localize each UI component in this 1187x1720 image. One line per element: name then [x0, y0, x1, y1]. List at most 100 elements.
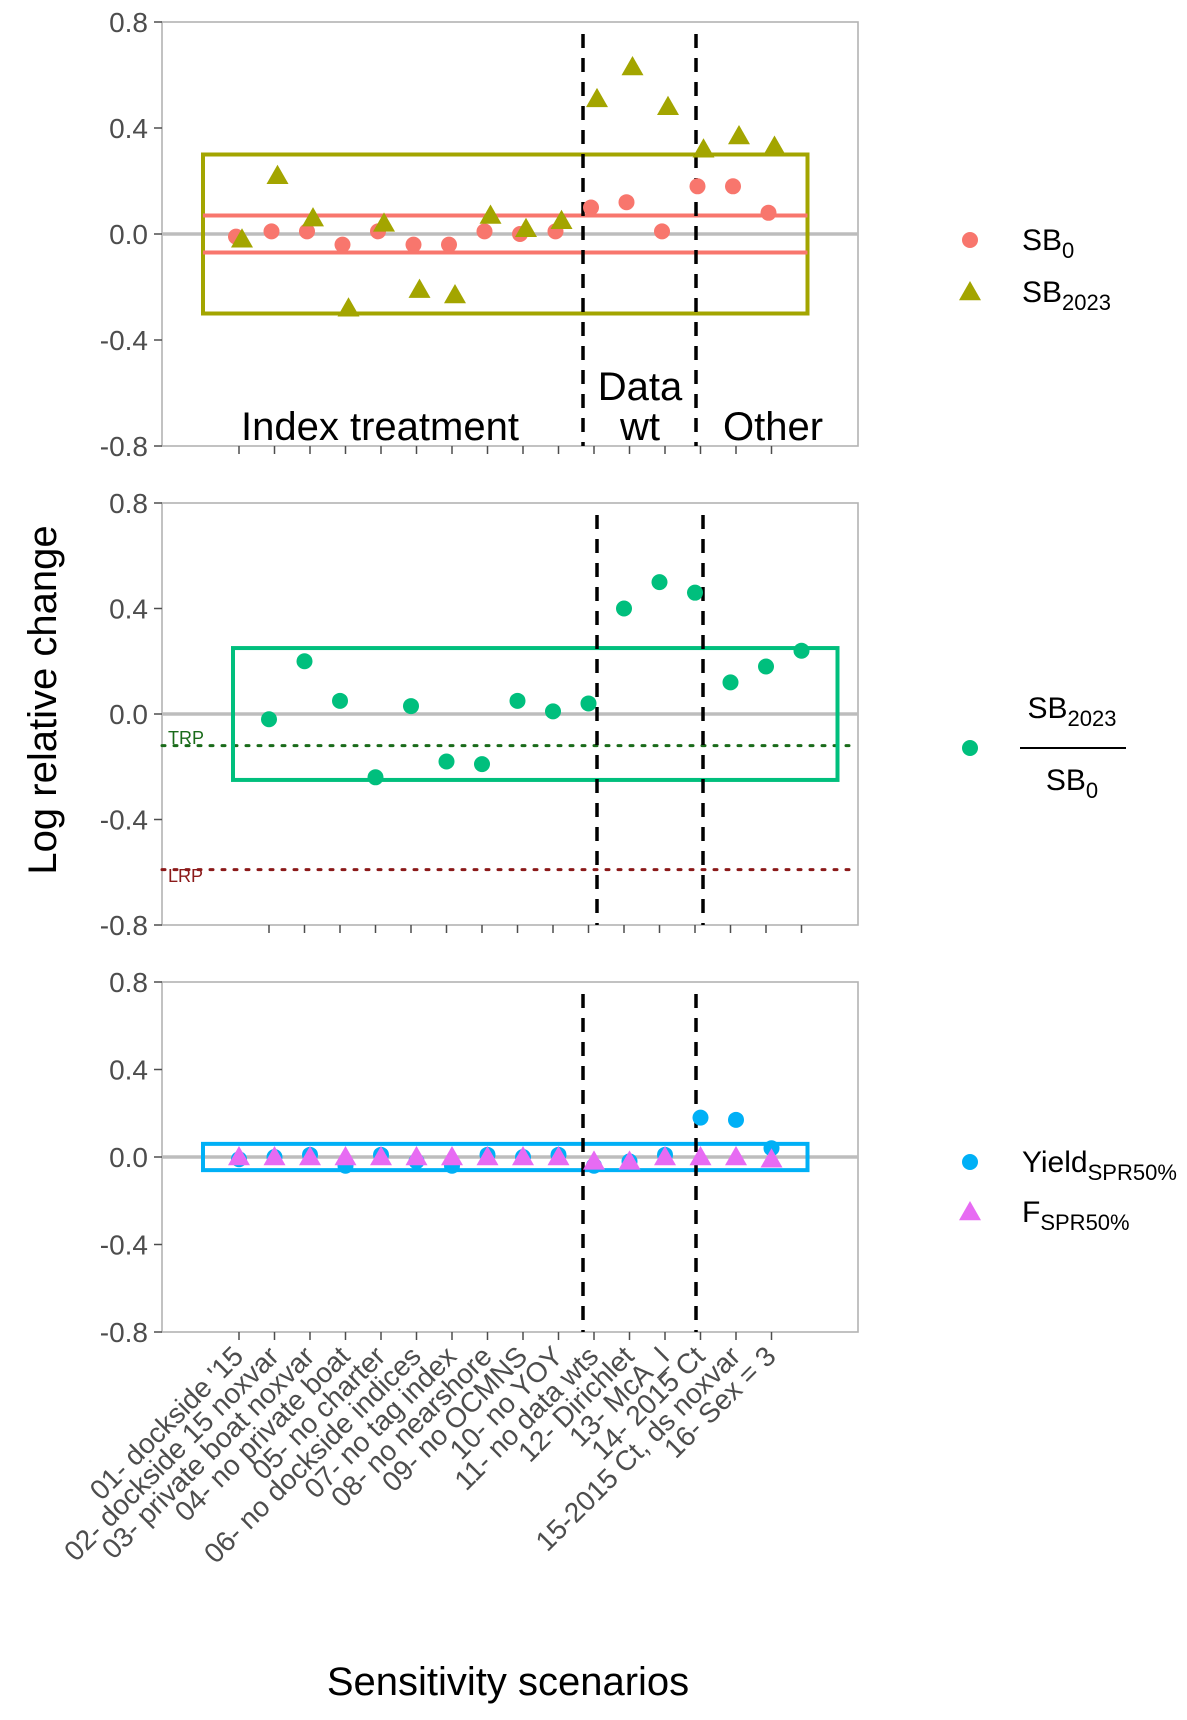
- point: [547, 1146, 570, 1166]
- y-tick-label: 0.4: [109, 113, 148, 144]
- point: [263, 223, 280, 240]
- legend-label: YieldSPR50%: [1022, 1146, 1177, 1185]
- point: [444, 283, 466, 304]
- region-label-index: Index treatment: [241, 405, 519, 449]
- range-box: [201, 152, 810, 316]
- point: [618, 194, 635, 211]
- point: [261, 711, 277, 728]
- point: [621, 56, 644, 76]
- series-FSPR50%: [228, 1146, 783, 1170]
- legend-item: SB0: [962, 224, 1074, 263]
- legend-key: [962, 232, 978, 248]
- point: [654, 1146, 676, 1166]
- trp-label: TRP: [168, 728, 204, 748]
- region-label-other: Other: [723, 405, 823, 449]
- point: [405, 1146, 428, 1166]
- point: [228, 1146, 250, 1166]
- y-tick-label: 0.4: [109, 1055, 148, 1086]
- y-tick-label: 0.8: [109, 967, 148, 998]
- point: [763, 135, 786, 155]
- panel-1: 0.8 0.4 0.0 -0.4 -0.8: [100, 7, 859, 462]
- y-tick-label: 0.4: [109, 594, 148, 625]
- region-label-data: Data: [598, 365, 683, 409]
- y-tick-label: 0.8: [109, 488, 148, 519]
- point: [302, 207, 324, 227]
- point: [512, 1146, 534, 1166]
- point: [479, 204, 502, 224]
- range-box: [201, 1141, 810, 1173]
- point: [373, 212, 395, 232]
- y-tick-label: 0.8: [109, 7, 148, 38]
- legend-label: FSPR50%: [1022, 1196, 1130, 1235]
- legend-key: [962, 740, 978, 756]
- point: [299, 1146, 321, 1166]
- point: [689, 1146, 712, 1166]
- point: [651, 574, 668, 591]
- panel-2: 0.8 0.4 0.0 -0.4 -0.8: [100, 488, 860, 941]
- point: [550, 209, 573, 229]
- legend-item: SB2023 SB0: [962, 692, 1126, 803]
- point: [580, 695, 597, 712]
- legends: SB0 SB2023 SB2023 SB0 YieldSPR50% FSPR50%: [959, 224, 1177, 1235]
- legend-key: [959, 1201, 981, 1221]
- point: [266, 164, 289, 184]
- legend-item: YieldSPR50%: [962, 1146, 1177, 1185]
- point: [441, 1146, 463, 1166]
- point: [474, 756, 490, 773]
- y-tick-label: -0.8: [100, 910, 148, 941]
- panel-3: 0.8 0.4 0.0 -0.4 -0.8: [100, 967, 859, 1348]
- point: [367, 769, 384, 786]
- y-tick-label: -0.4: [100, 325, 148, 356]
- point: [616, 600, 632, 617]
- point: [334, 1146, 357, 1166]
- point: [687, 584, 703, 601]
- point: [758, 658, 774, 675]
- point: [760, 204, 777, 221]
- point: [583, 1150, 605, 1170]
- point: [263, 1146, 286, 1166]
- point: [618, 1150, 641, 1170]
- y-tick-label: -0.8: [100, 1317, 148, 1348]
- y-tick-label: 0.0: [109, 699, 148, 730]
- lrp-label: LRP: [168, 866, 203, 886]
- point: [337, 297, 360, 317]
- point: [403, 698, 419, 715]
- legend-denominator: SB0: [1046, 764, 1098, 803]
- point: [299, 223, 315, 240]
- legend-key: [962, 1154, 978, 1170]
- x-axis-title: Sensitivity scenarios: [327, 1660, 689, 1704]
- panels: 0.8 0.4 0.0 -0.4 -0.8 0.8 0.4 0.0 -0.4 -0.8 0.8 0.4…: [100, 7, 860, 1348]
- point: [545, 703, 561, 720]
- point: [438, 753, 455, 770]
- point: [728, 124, 750, 145]
- point: [583, 199, 599, 216]
- y-axis-title: Log relative change: [21, 525, 65, 874]
- point: [692, 1109, 709, 1126]
- point: [689, 178, 706, 195]
- point: [405, 236, 422, 253]
- point: [586, 87, 608, 108]
- y-tick-label: 0.0: [109, 1142, 148, 1173]
- point: [332, 692, 348, 709]
- point: [692, 138, 715, 158]
- y-tick-label: 0.0: [109, 219, 148, 250]
- point: [370, 1146, 392, 1166]
- point: [725, 178, 741, 195]
- point: [408, 278, 431, 298]
- point: [793, 642, 810, 659]
- legend-key: [959, 281, 981, 301]
- legend-item: SB2023: [959, 276, 1111, 315]
- point: [725, 1146, 747, 1166]
- point: [231, 228, 253, 248]
- range-box: [231, 646, 840, 782]
- y-tick-label: -0.4: [100, 805, 148, 836]
- legend-label: SB0: [1022, 224, 1074, 263]
- point: [441, 236, 457, 253]
- legend-label: SB2023: [1022, 276, 1111, 315]
- point: [728, 1111, 744, 1128]
- point: [654, 223, 670, 240]
- point: [334, 236, 351, 253]
- point: [476, 223, 493, 240]
